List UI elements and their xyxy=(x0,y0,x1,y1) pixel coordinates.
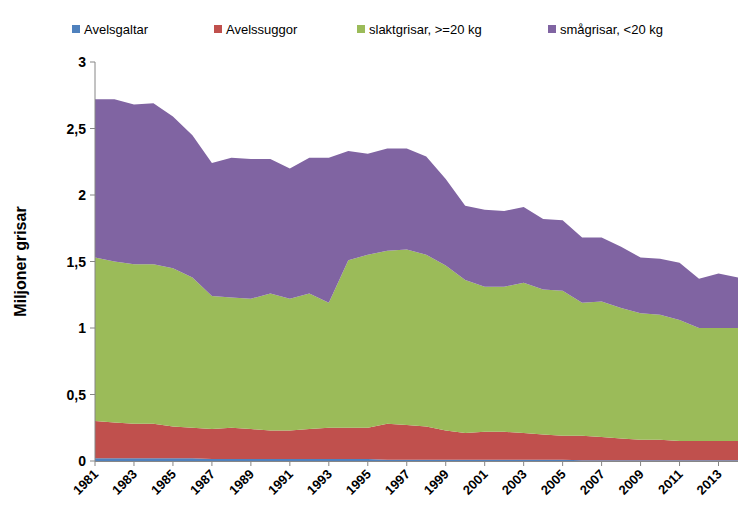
x-tick-label: 2005 xyxy=(538,467,569,498)
y-tick xyxy=(90,195,95,196)
x-tick-label: 2007 xyxy=(577,467,608,498)
y-tick xyxy=(90,461,95,462)
legend-swatch xyxy=(72,25,80,33)
y-tick xyxy=(90,394,95,395)
legend-swatch xyxy=(357,25,365,33)
x-tick xyxy=(679,461,680,466)
y-tick xyxy=(90,261,95,262)
x-tick-label: 1983 xyxy=(109,467,140,498)
x-tick xyxy=(133,461,134,466)
x-tick xyxy=(523,461,524,466)
legend-swatch xyxy=(548,25,556,33)
x-tick-label: 2009 xyxy=(616,467,647,498)
x-tick-label: 1997 xyxy=(382,467,413,498)
x-tick-label: 1987 xyxy=(187,467,218,498)
x-tick xyxy=(562,461,563,466)
x-tick-label: 1991 xyxy=(265,467,296,498)
x-tick-label: 1981 xyxy=(70,467,101,498)
legend-label: smågrisar, <20 kg xyxy=(560,22,663,37)
x-tick xyxy=(250,461,251,466)
y-tick-label: 3 xyxy=(78,54,86,70)
y-tick-label: 2 xyxy=(78,187,86,203)
x-tick-label: 2001 xyxy=(460,467,491,498)
x-tick xyxy=(718,461,719,466)
x-tick xyxy=(211,461,212,466)
y-tick-label: 1,5 xyxy=(67,254,87,270)
x-tick xyxy=(445,461,446,466)
area-series xyxy=(95,99,738,328)
y-tick xyxy=(90,328,95,329)
chart: 0 0,5 1 1,5 2 2,5 3 1981 1983 1985 1987 1989 1991 199… xyxy=(0,0,745,510)
x-tick xyxy=(406,461,407,466)
x-tick xyxy=(601,461,602,466)
y-tick-label: 1 xyxy=(78,320,86,336)
x-tick-label: 2011 xyxy=(655,467,686,498)
y-tick-label: 2,5 xyxy=(67,121,87,137)
x-tick-label: 1993 xyxy=(304,467,335,498)
x-tick xyxy=(328,461,329,466)
y-tick-label: 0 xyxy=(78,453,86,469)
x-tick-label: 2013 xyxy=(694,467,725,498)
x-tick xyxy=(95,461,96,466)
x-tick xyxy=(289,461,290,466)
x-tick-label: 1999 xyxy=(421,467,452,498)
y-tick-label: 0,5 xyxy=(67,387,87,403)
legend-label: Avelsgaltar xyxy=(84,22,149,37)
legend-swatch xyxy=(214,25,222,33)
plot-area xyxy=(95,99,738,461)
y-axis-label: Miljoner grisar xyxy=(12,206,29,316)
x-tick-label: 1985 xyxy=(148,467,179,498)
x-tick xyxy=(484,461,485,466)
y-tick xyxy=(90,128,95,129)
x-axis xyxy=(95,461,738,462)
legend-label: Avelssuggor xyxy=(226,22,298,37)
x-tick-label: 2003 xyxy=(499,467,530,498)
legend-label: slaktgrisar, >=20 kg xyxy=(369,22,482,37)
x-tick xyxy=(640,461,641,466)
x-tick xyxy=(367,461,368,466)
x-tick xyxy=(172,461,173,466)
x-tick-label: 1989 xyxy=(226,467,257,498)
x-tick-label: 1995 xyxy=(343,467,374,498)
y-tick xyxy=(90,62,95,63)
